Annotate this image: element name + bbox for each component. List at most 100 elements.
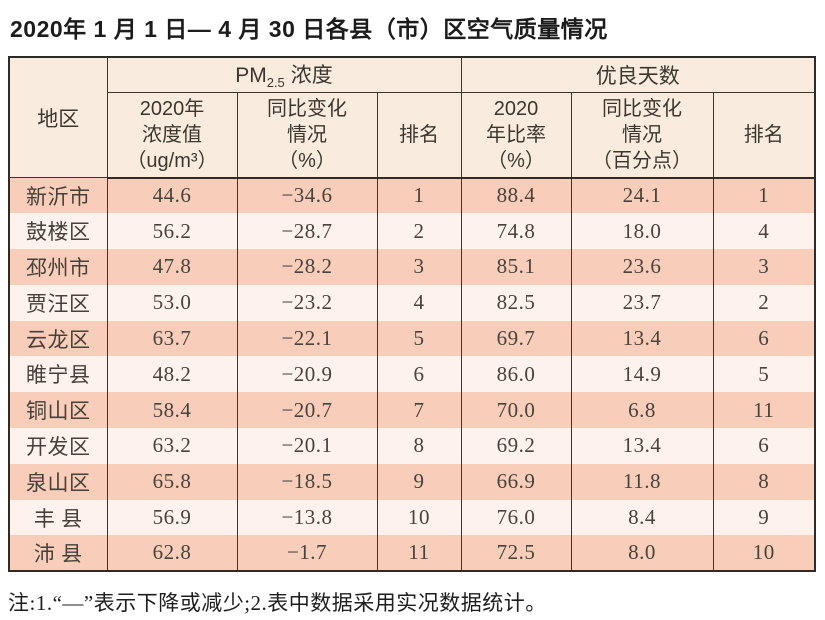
pm-change-cell: −18.5	[236, 463, 378, 500]
table-row: 沛 县 62.8 −1.7 11 72.5 8.0 10	[8, 535, 816, 572]
good-change-cell: 13.4	[570, 320, 714, 357]
table-row: 泉山区 65.8 −18.5 9 66.9 11.8 8	[8, 463, 816, 500]
good-rate-cell: 85.1	[460, 249, 572, 285]
good-change-cell: 13.4	[570, 428, 714, 464]
good-rate-cell: 69.7	[460, 320, 572, 357]
good-rank-cell: 4	[712, 213, 816, 250]
table-row: 邳州市 47.8 −28.2 3 85.1 23.6 3	[8, 249, 816, 285]
good-change-cell: 24.1	[570, 177, 714, 214]
good-rank-cell: 9	[712, 499, 816, 536]
table-row: 开发区 63.2 −20.1 8 69.2 13.4 6	[8, 428, 816, 464]
pm-value-cell: 44.6	[106, 177, 238, 214]
good-change-cell: 8.0	[570, 535, 714, 572]
region-cell: 泉山区	[8, 463, 108, 500]
good-change-cell: 11.8	[570, 463, 714, 500]
pm-rank-cell: 8	[376, 428, 462, 464]
pm-rank-cell: 5	[376, 320, 462, 357]
good-rate-cell: 74.8	[460, 213, 572, 250]
good-rate-cell: 66.9	[460, 463, 572, 500]
good-rank-cell: 3	[712, 249, 816, 285]
good-change-cell: 14.9	[570, 356, 714, 393]
good-rate-cell: 70.0	[460, 392, 572, 429]
pm-rank-cell: 9	[376, 463, 462, 500]
table-row: 新沂市 44.6 −34.6 1 88.4 24.1 1	[8, 177, 816, 214]
good-rank-cell: 1	[712, 177, 816, 214]
table-body: 新沂市 44.6 −34.6 1 88.4 24.1 1 鼓楼区 56.2 −2…	[8, 177, 816, 572]
pm-value-cell: 53.0	[106, 284, 238, 321]
table-row: 铜山区 58.4 −20.7 7 70.0 6.8 11	[8, 392, 816, 429]
pm-change-cell: −20.7	[236, 392, 378, 429]
region-cell: 铜山区	[8, 392, 108, 429]
table-header: 地区 PM2.5 浓度 优良天数 2020年 浓度值 （ug/m³） 同比变化 情…	[8, 57, 816, 179]
region-cell: 新沂市	[8, 177, 108, 214]
pm25-label: PM	[235, 64, 267, 88]
good-change-cell: 23.7	[570, 284, 714, 321]
pm-value-cell: 47.8	[106, 249, 238, 285]
pm-value-cell: 65.8	[106, 463, 238, 500]
sub-header-row: 2020年 浓度值 （ug/m³） 同比变化 情况 （%） 排名 2020 年比…	[9, 92, 816, 179]
header-pm-value: 2020年 浓度值 （ug/m³）	[106, 92, 238, 179]
pm-rank-cell: 4	[376, 284, 462, 321]
pm-value-cell: 58.4	[106, 392, 238, 429]
good-rank-cell: 2	[712, 284, 816, 321]
pm-value-cell: 63.2	[106, 428, 238, 464]
header-good-rate: 2020 年比率 （%）	[460, 92, 572, 179]
region-cell: 云龙区	[8, 320, 108, 357]
region-cell: 丰 县	[8, 499, 108, 536]
good-rank-cell: 11	[712, 392, 816, 429]
good-rate-cell: 88.4	[460, 177, 572, 214]
good-rank-cell: 6	[712, 428, 816, 464]
pm-value-cell: 56.9	[106, 499, 238, 536]
pm-change-cell: −28.2	[236, 249, 378, 285]
region-cell: 邳州市	[8, 249, 108, 285]
header-pm-change: 同比变化 情况 （%）	[236, 92, 378, 179]
pm-change-cell: −20.9	[236, 356, 378, 393]
header-good-rank: 排名	[712, 92, 816, 179]
pm-value-cell: 56.2	[106, 213, 238, 250]
pm-rank-cell: 2	[376, 213, 462, 250]
pm-value-cell: 48.2	[106, 356, 238, 393]
region-cell: 贾汪区	[8, 284, 108, 321]
air-quality-table: 地区 PM2.5 浓度 优良天数 2020年 浓度值 （ug/m³） 同比变化 情…	[8, 56, 816, 573]
good-rate-cell: 69.2	[460, 428, 572, 464]
good-rank-cell: 6	[712, 320, 816, 357]
region-cell: 开发区	[8, 428, 108, 464]
good-rank-cell: 10	[712, 535, 816, 572]
region-cell: 沛 县	[8, 535, 108, 572]
footnote: 注:1.“—”表示下降或减少;2.表中数据采用实况数据统计。	[8, 591, 547, 616]
header-region: 地区	[8, 57, 108, 178]
region-cell: 鼓楼区	[8, 213, 108, 250]
table-row: 云龙区 63.7 −22.1 5 69.7 13.4 6	[8, 320, 816, 357]
table-row: 丰 县 56.9 −13.8 10 76.0 8.4 9	[8, 499, 816, 536]
pm-rank-cell: 3	[376, 249, 462, 285]
pm-rank-cell: 10	[376, 499, 462, 536]
table-row: 贾汪区 53.0 −23.2 4 82.5 23.7 2	[8, 284, 816, 321]
table-row: 睢宁县 48.2 −20.9 6 86.0 14.9 5	[8, 356, 816, 393]
pm-rank-cell: 7	[376, 392, 462, 429]
pm-change-cell: −22.1	[236, 320, 378, 357]
header-pm25-group: PM2.5 浓度	[106, 57, 462, 93]
good-change-cell: 8.4	[570, 499, 714, 536]
header-good-days-group: 优良天数	[460, 57, 816, 93]
pm25-subscript: 2.5	[266, 75, 285, 91]
pm-change-cell: −34.6	[236, 177, 378, 214]
good-rank-cell: 5	[712, 356, 816, 393]
page-title: 2020年 1 月 1 日— 4 月 30 日各县（市）区空气质量情况	[10, 16, 608, 42]
table-row: 鼓楼区 56.2 −28.7 2 74.8 18.0 4	[8, 213, 816, 250]
good-change-cell: 23.6	[570, 249, 714, 285]
good-rate-cell: 72.5	[460, 535, 572, 572]
good-rate-cell: 76.0	[460, 499, 572, 536]
good-rate-cell: 86.0	[460, 356, 572, 393]
group-header-row: 地区 PM2.5 浓度 优良天数	[8, 57, 816, 178]
pm-rank-cell: 1	[376, 177, 462, 214]
pm-rank-cell: 6	[376, 356, 462, 393]
pm-change-cell: −28.7	[236, 213, 378, 250]
pm-change-cell: −20.1	[236, 428, 378, 464]
header-pm-rank: 排名	[376, 92, 462, 179]
pm-change-cell: −23.2	[236, 284, 378, 321]
good-change-cell: 6.8	[570, 392, 714, 429]
good-change-cell: 18.0	[570, 213, 714, 250]
pm-value-cell: 63.7	[106, 320, 238, 357]
pm-change-cell: −1.7	[236, 535, 378, 572]
